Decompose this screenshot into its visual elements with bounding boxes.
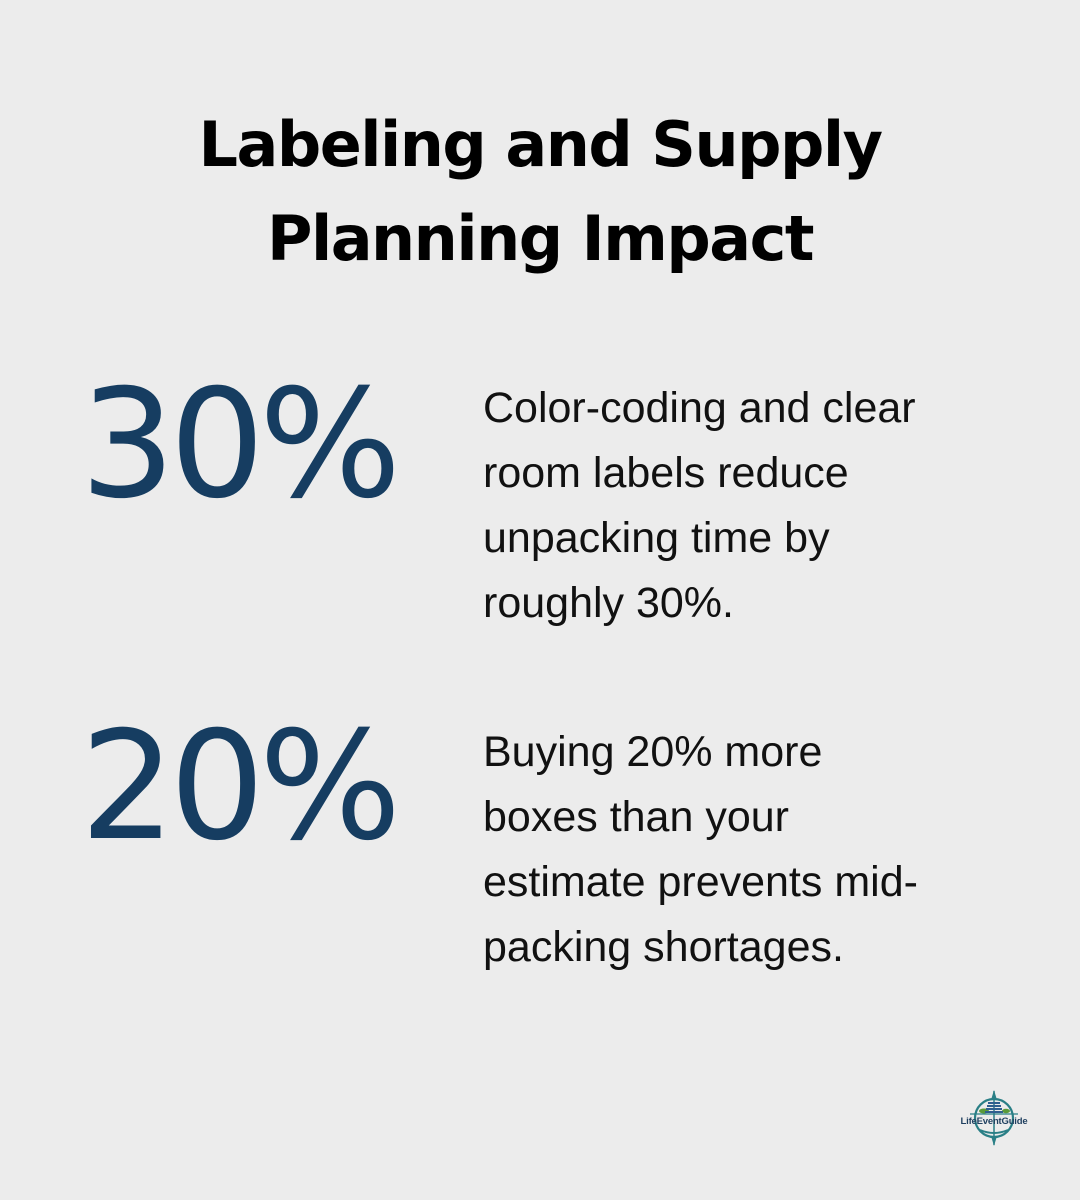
page-title-line-2: Planning Impact	[267, 202, 814, 275]
stat-value: 30%	[80, 358, 401, 532]
stat-description-line: estimate prevents mid-	[483, 858, 918, 906]
stat-description-line: boxes than your	[483, 793, 789, 841]
logo-text: LifeEventGuide	[960, 1116, 1028, 1127]
stat-description-line: roughly 30%.	[483, 579, 734, 627]
stat-description-line: Buying 20% more	[483, 728, 823, 776]
stat-description-line: unpacking time by	[483, 514, 830, 562]
compass-logo-icon	[970, 1090, 1018, 1146]
stat-description-line: packing shortages.	[483, 923, 844, 971]
brand-logo: LifeEventGuide	[944, 1088, 1044, 1148]
stat-description: Color-coding and clear room labels reduc…	[483, 376, 1043, 636]
stat-description-line: room labels reduce	[483, 449, 849, 497]
page-title-line-1: Labeling and Supply	[198, 108, 883, 181]
stat-description: Buying 20% more boxes than your estimate…	[483, 720, 1043, 980]
page-title: Labeling and Supply Planning Impact	[0, 98, 1080, 286]
stat-description-line: Color-coding and clear	[483, 384, 916, 432]
stat-value: 20%	[80, 700, 401, 874]
